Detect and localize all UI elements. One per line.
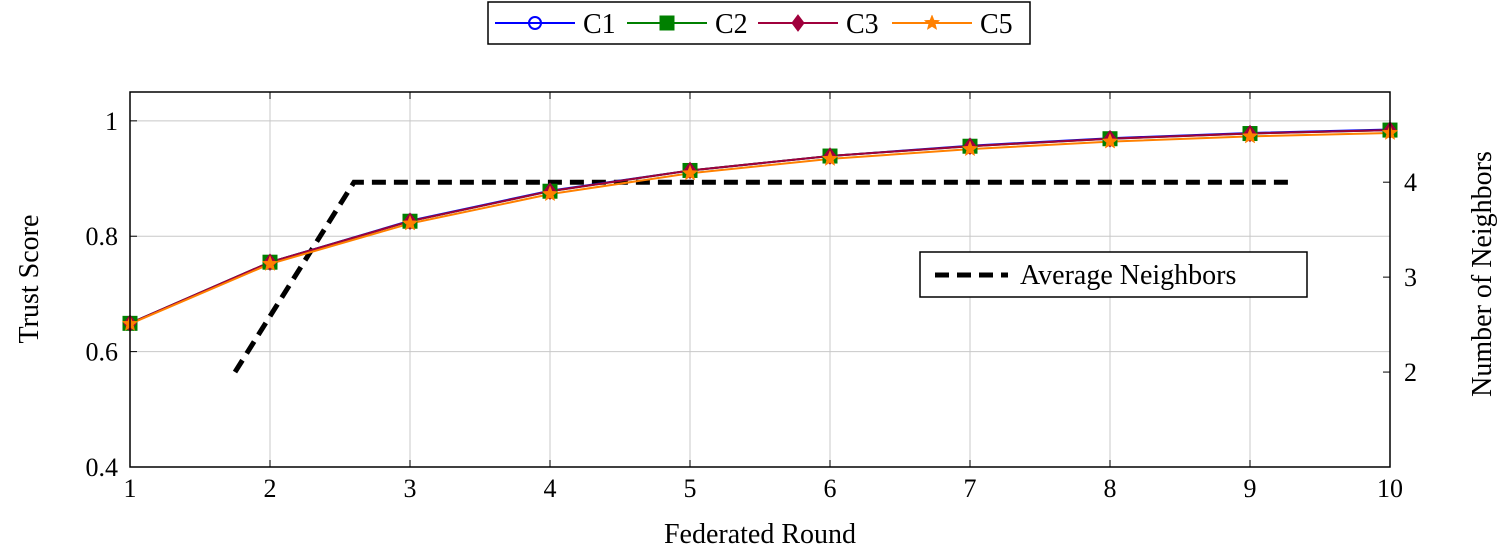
series-group (121, 121, 1399, 333)
data-point-c5 (1101, 132, 1119, 149)
data-point-c5 (821, 150, 839, 166)
data-point-c5 (923, 14, 941, 31)
legend: C1 C2 C3 C5 (487, 1, 1031, 45)
y-tick-labels: 0.4 0.6 0.8 1 (86, 107, 119, 482)
secondary-legend: Average Neighbors (919, 251, 1308, 298)
x-tick-label: 7 (964, 474, 977, 503)
legend-label-c5: C5 (980, 9, 1013, 40)
legend-label-c2: C2 (715, 9, 748, 40)
y2-tick-label: 3 (1404, 263, 1417, 292)
y-axis-label: Trust Score (14, 215, 45, 344)
x-tick-labels: 1 2 3 4 5 6 7 8 9 10 (124, 474, 1404, 503)
data-point-c5 (1241, 127, 1259, 144)
y-tick-label: 1 (105, 107, 118, 136)
y-tick-label: 0.8 (86, 222, 119, 251)
y2-tick-labels: 2 3 4 (1404, 168, 1417, 387)
y2-tick-label: 4 (1404, 168, 1417, 197)
data-point-c5 (681, 164, 699, 181)
secondary-legend-label: Average Neighbors (1020, 260, 1236, 291)
x-tick-label: 3 (404, 474, 417, 503)
data-point-c5 (261, 255, 279, 271)
series-line-average-neighbors (232, 179, 1292, 374)
series-line-c3 (129, 129, 1391, 325)
data-point-c3 (791, 14, 805, 32)
series-line-c5 (129, 132, 1391, 325)
data-point-c2 (659, 15, 675, 31)
x-axis-label: Federated Round (664, 519, 856, 550)
x-tick-label: 9 (1244, 474, 1257, 503)
x-tick-label: 8 (1104, 474, 1117, 503)
x-tick-label: 10 (1377, 474, 1403, 503)
data-point-c5 (541, 185, 559, 202)
secondary-series-group (232, 179, 1292, 374)
legend-label-c3: C3 (846, 9, 879, 40)
y2-tick-label: 2 (1404, 358, 1417, 387)
data-point-c5 (401, 214, 419, 231)
data-point-c1 (528, 16, 542, 30)
x-tick-label: 4 (544, 474, 557, 503)
x-tick-label: 6 (824, 474, 837, 503)
plot-frame (129, 91, 1391, 468)
y-tick-label: 0.6 (86, 338, 119, 367)
legend-label-c1: C1 (583, 9, 616, 40)
x-tick-label: 5 (684, 474, 697, 503)
x-tick-label: 1 (124, 474, 137, 503)
x-tick-label: 2 (264, 474, 277, 503)
data-point-c5 (961, 140, 979, 157)
y2-axis-label: Number of Neighbors (1467, 151, 1498, 397)
y-tick-label: 0.4 (86, 453, 119, 482)
